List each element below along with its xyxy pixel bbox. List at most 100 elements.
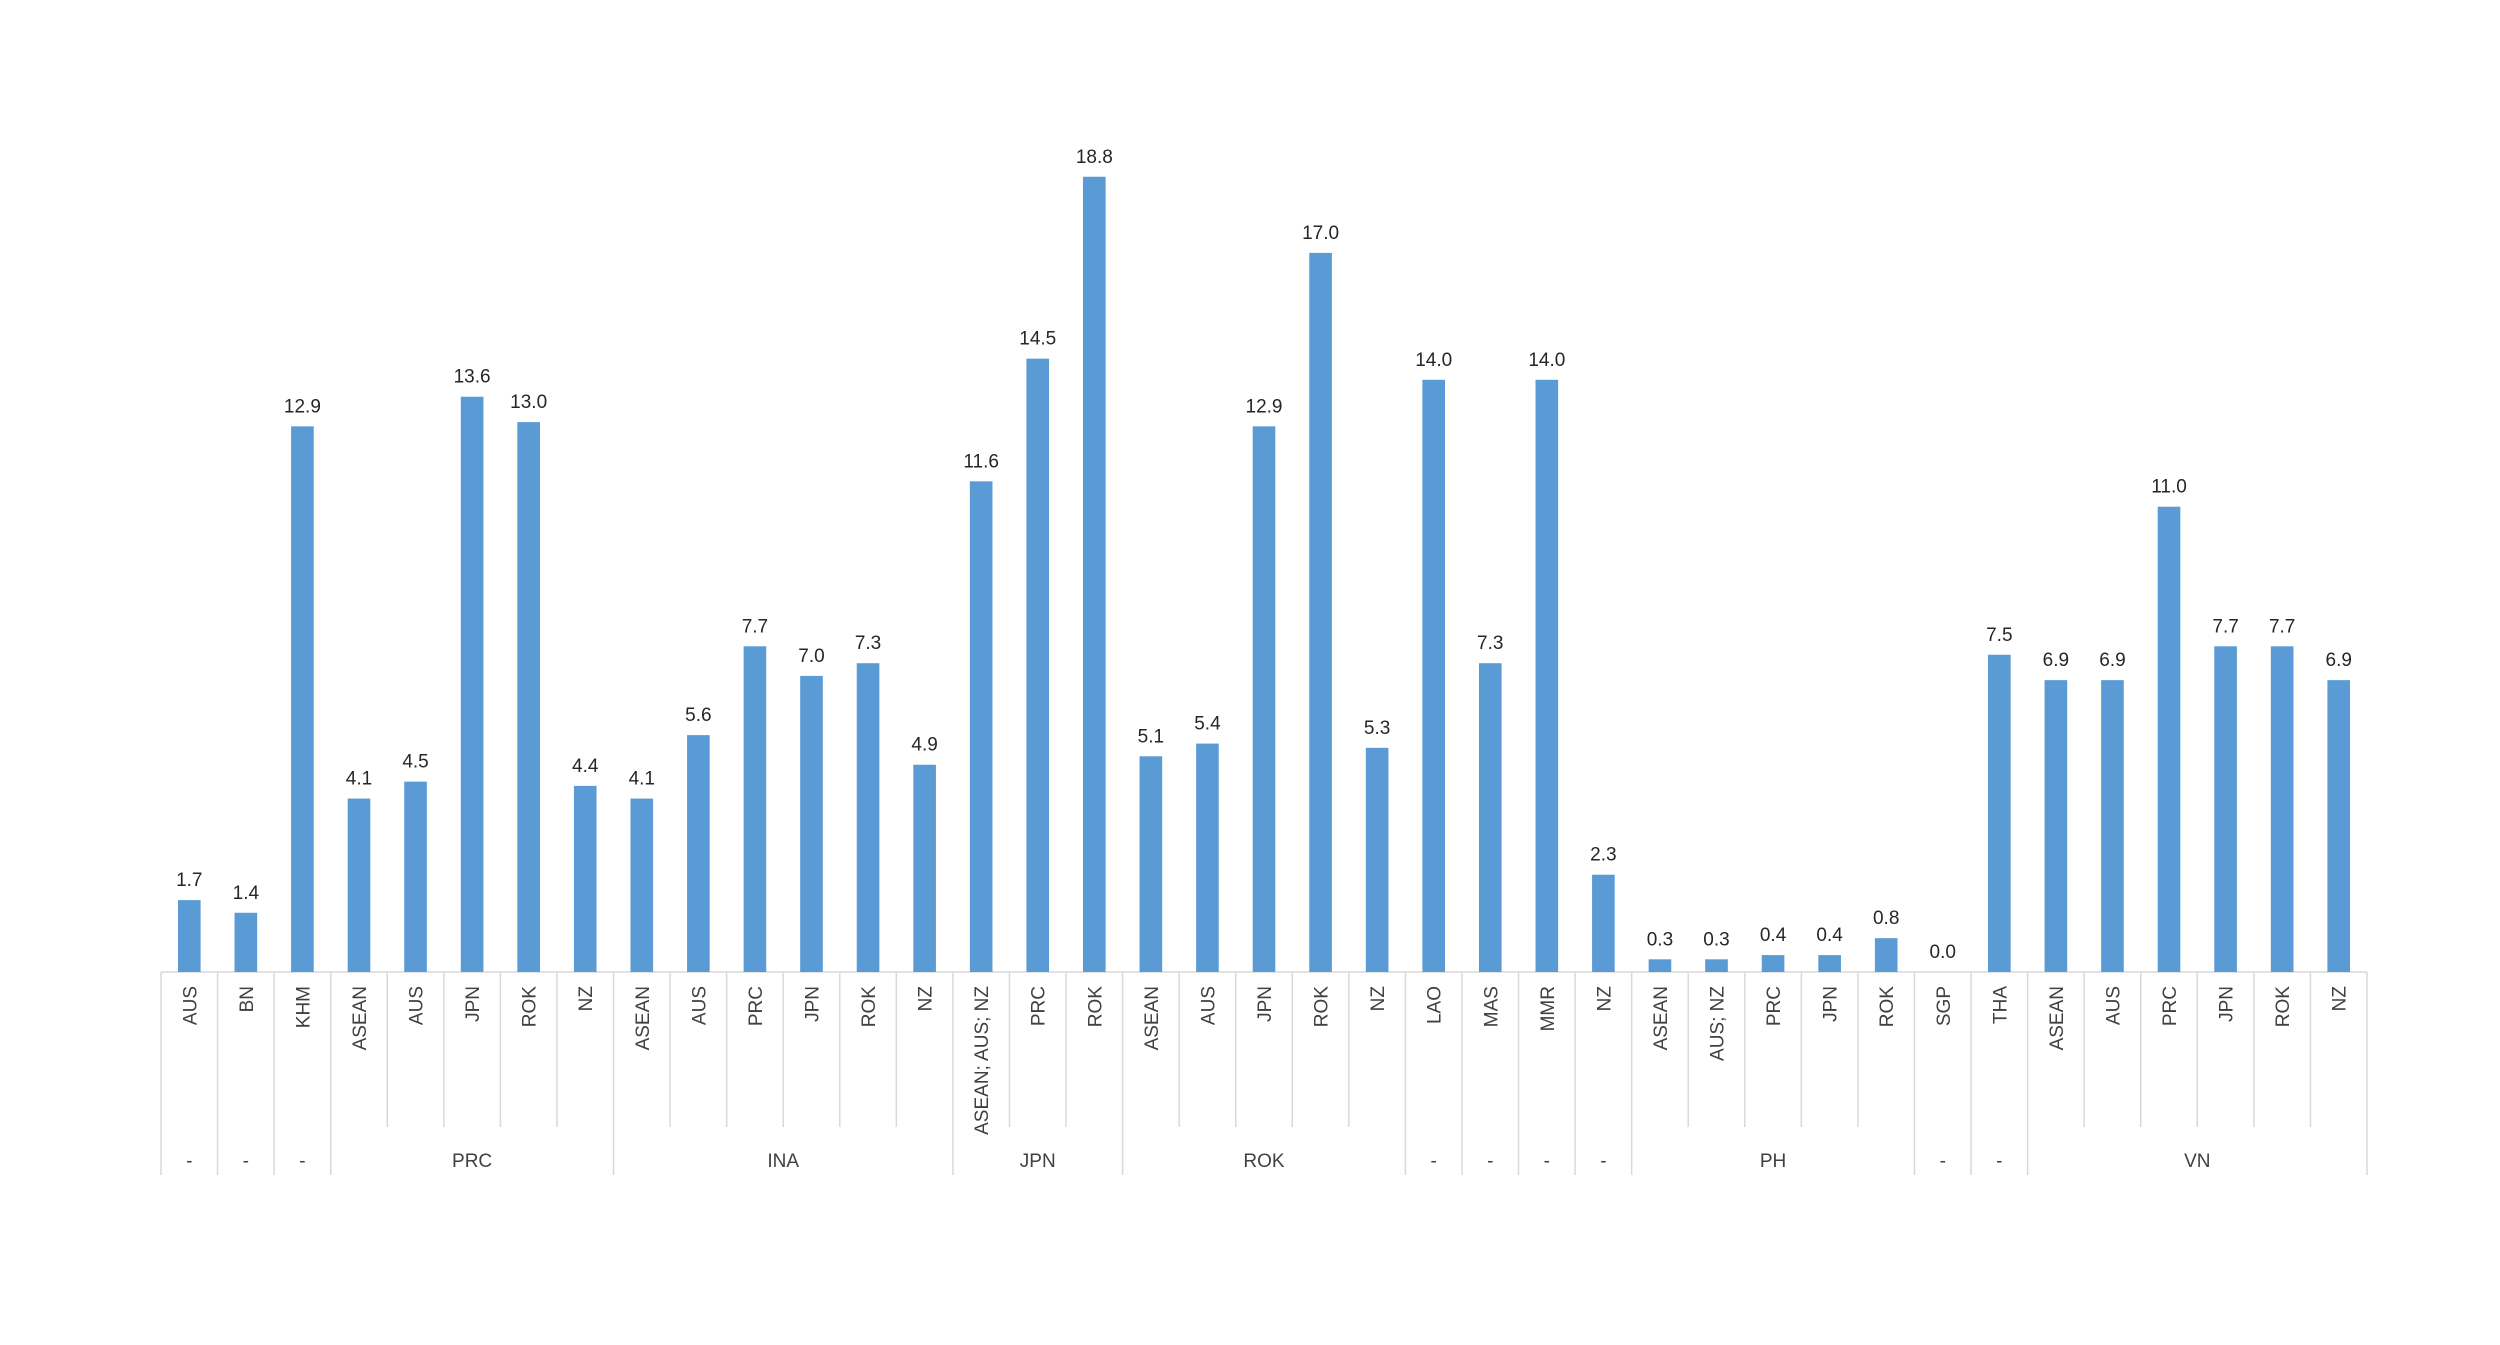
value-label: 7.3 <box>1477 633 1503 654</box>
bar <box>913 764 936 972</box>
value-label: 0.4 <box>1816 925 1843 946</box>
value-label: 12.9 <box>284 396 321 417</box>
value-label: 0.4 <box>1760 925 1787 946</box>
bar <box>517 422 540 973</box>
value-label: 1.4 <box>233 883 260 904</box>
bar <box>800 675 823 972</box>
category-label: ROK <box>2273 986 2294 1028</box>
category-label: JPN <box>802 986 823 1022</box>
bar <box>2214 646 2237 972</box>
bar <box>1365 747 1389 972</box>
category-label: NZ <box>2330 986 2351 1012</box>
category-label: JPN <box>1255 986 1276 1022</box>
value-label: 2.3 <box>1590 845 1616 866</box>
bar <box>2327 680 2351 972</box>
group-label: - <box>1544 1151 1550 1172</box>
bar <box>1818 955 1841 972</box>
group-label: - <box>1940 1151 1946 1172</box>
value-label: 4.9 <box>911 735 937 756</box>
category-label: NZ <box>1594 986 1615 1012</box>
bar <box>969 481 993 972</box>
value-label: 1.7 <box>176 870 202 891</box>
bar <box>1705 959 1728 972</box>
bar <box>1535 379 1559 972</box>
bar <box>234 912 258 972</box>
value-label: 4.1 <box>346 769 372 790</box>
group-label: PRC <box>452 1151 492 1172</box>
group-label: - <box>1600 1151 1606 1172</box>
category-label: NZ <box>1368 986 1389 1012</box>
category-label: PRC <box>746 986 767 1026</box>
value-label: 14.0 <box>1528 350 1565 371</box>
value-label: 0.0 <box>1930 942 1956 963</box>
category-label: AUS <box>180 986 201 1025</box>
category-label: ASEAN <box>350 986 371 1050</box>
bar <box>1874 938 1898 972</box>
value-label: 14.0 <box>1415 350 1452 371</box>
category-label: MMR <box>1538 986 1559 1031</box>
bar <box>1139 756 1163 972</box>
group-label: - <box>299 1151 305 1172</box>
category-label: JPN <box>1821 986 1842 1022</box>
bar <box>1648 959 1672 972</box>
category-label: AUS <box>2103 986 2124 1025</box>
category-label: JPN <box>463 986 484 1022</box>
value-label: 12.9 <box>1246 396 1283 417</box>
value-label: 6.9 <box>2099 650 2125 671</box>
value-label: 4.1 <box>629 769 655 790</box>
value-label: 11.6 <box>963 451 999 472</box>
category-label: NZ <box>576 986 597 1012</box>
value-label: 7.5 <box>1986 625 2012 646</box>
category-label: ROK <box>859 986 880 1028</box>
value-label: 7.0 <box>798 646 824 667</box>
bar <box>347 798 371 972</box>
category-label: PRC <box>2160 986 2181 1026</box>
group-label: - <box>243 1151 249 1172</box>
bar <box>404 781 427 972</box>
value-label: 13.6 <box>454 367 491 388</box>
bar <box>1196 743 1219 972</box>
group-label: - <box>1487 1151 1493 1172</box>
value-label: 5.1 <box>1138 726 1164 747</box>
category-label: AUS; NZ <box>1708 986 1729 1061</box>
bar <box>1026 358 1050 972</box>
bar <box>1478 663 1502 972</box>
category-label: AUS <box>407 986 428 1025</box>
bar <box>1422 379 1446 972</box>
category-label: ASEAN <box>2047 986 2068 1050</box>
group-label: PH <box>1760 1151 1786 1172</box>
bar <box>177 900 201 972</box>
value-label: 0.3 <box>1703 929 1729 950</box>
value-label: 17.0 <box>1302 223 1339 244</box>
category-label: ROK <box>1877 986 1898 1028</box>
category-label: PRC <box>1764 986 1785 1026</box>
category-label: ASEAN <box>1142 986 1163 1050</box>
bar <box>687 735 710 972</box>
value-label: 4.4 <box>572 756 599 777</box>
category-label: BN <box>237 986 258 1012</box>
value-label: 13.0 <box>510 392 547 413</box>
bar <box>856 663 880 972</box>
category-label: JPN <box>2217 986 2238 1022</box>
value-label: 7.7 <box>2212 616 2238 637</box>
category-label: KHM <box>293 986 314 1028</box>
category-label: MAS <box>1481 986 1502 1027</box>
bar <box>460 396 484 973</box>
bar <box>2157 506 2181 972</box>
bar <box>2044 680 2068 972</box>
value-label: 4.5 <box>402 752 428 773</box>
category-label: ROK <box>520 986 541 1028</box>
category-label: THA <box>1990 986 2011 1024</box>
bar <box>1592 874 1615 972</box>
bar <box>630 798 654 972</box>
category-label: ROK <box>1085 986 1106 1028</box>
group-label: - <box>1996 1151 2002 1172</box>
group-label: ROK <box>1243 1151 1285 1172</box>
category-label: AUS <box>689 986 710 1025</box>
category-label: ASEAN; AUS; NZ <box>972 986 993 1135</box>
value-label: 7.7 <box>2269 616 2295 637</box>
category-label: ASEAN <box>1651 986 1672 1050</box>
category-label: SGP <box>1934 986 1955 1026</box>
value-label: 5.3 <box>1364 718 1390 739</box>
